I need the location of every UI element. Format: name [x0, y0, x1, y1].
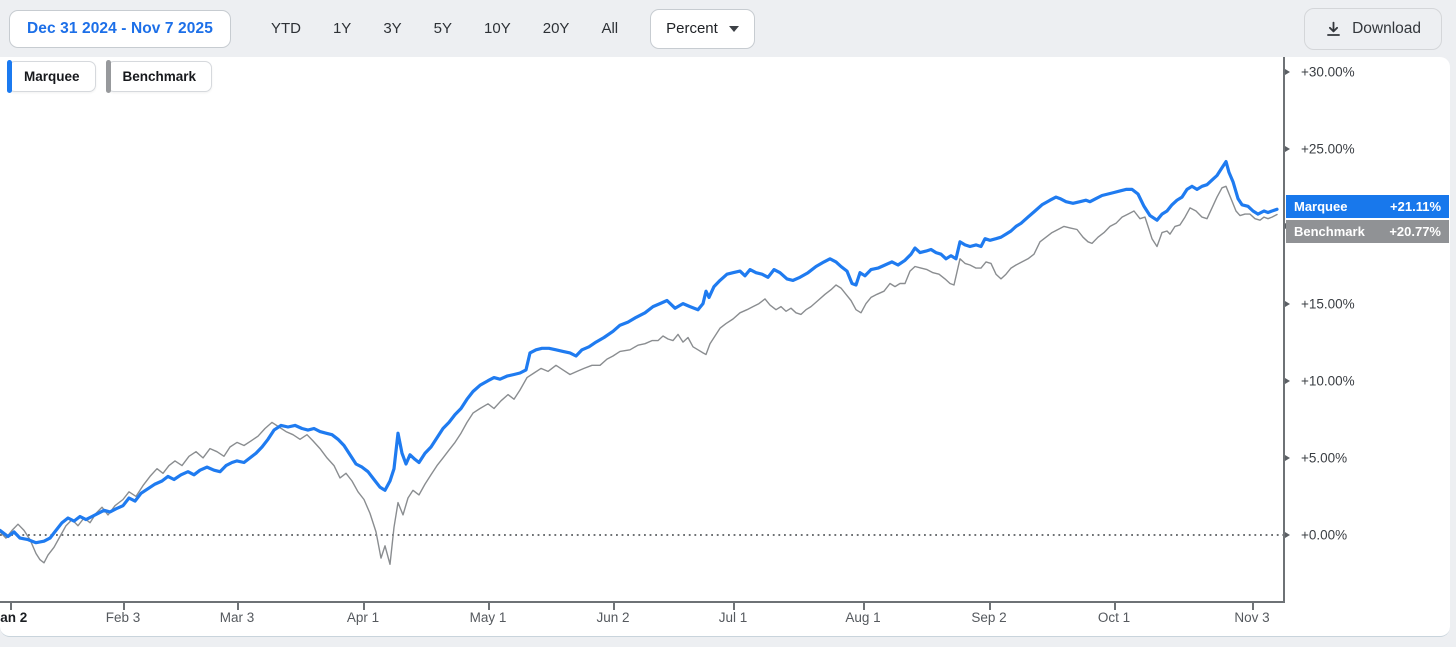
chart-plot-area[interactable]	[0, 57, 1283, 602]
x-tick-label: Sep 2	[971, 610, 1007, 625]
x-tick-label: May 1	[469, 610, 507, 625]
y-tick-icon	[1285, 69, 1290, 76]
legend-color-bar	[105, 60, 111, 93]
tag-series-value: +20.77%	[1389, 224, 1441, 240]
download-label: Download	[1352, 20, 1421, 37]
x-tick-label: Nov 3	[1234, 610, 1270, 625]
marquee-value-tag: Marquee +21.11%	[1286, 195, 1449, 219]
period-button-1y[interactable]: 1Y	[331, 16, 353, 41]
legend-chip-marquee[interactable]: Marquee	[7, 60, 96, 93]
download-button[interactable]: Download	[1304, 8, 1442, 50]
x-tick-mark	[733, 603, 735, 610]
period-button-10y[interactable]: 10Y	[482, 16, 513, 41]
x-tick-mark	[1114, 603, 1116, 610]
tag-series-name: Benchmark	[1294, 224, 1365, 240]
period-button-5y[interactable]: 5Y	[432, 16, 454, 41]
y-tick-label: +10.00%	[1301, 373, 1355, 389]
legend: Marquee Benchmark	[7, 60, 213, 93]
x-tick-label: Oct 1	[1097, 610, 1131, 625]
x-tick-mark	[989, 603, 991, 610]
unit-dropdown-label: Percent	[666, 20, 718, 37]
benchmark-line	[0, 185, 1278, 565]
x-tick-mark	[613, 603, 615, 610]
y-tick-label: +15.00%	[1301, 296, 1355, 312]
y-tick-icon	[1285, 146, 1290, 153]
y-tick-icon	[1285, 377, 1290, 384]
x-tick-mark	[10, 603, 12, 610]
x-tick-label: Jul 1	[718, 610, 748, 625]
period-buttons: YTD 1Y 3Y 5Y 10Y 20Y All	[269, 16, 620, 41]
tag-series-name: Marquee	[1294, 199, 1348, 215]
unit-dropdown[interactable]: Percent	[650, 8, 755, 49]
chevron-down-icon	[728, 25, 739, 32]
marquee-line	[0, 159, 1279, 545]
x-tick-mark	[237, 603, 239, 610]
period-button-20y[interactable]: 20Y	[541, 16, 572, 41]
x-tick-mark	[863, 603, 865, 610]
legend-chip-benchmark[interactable]: Benchmark	[105, 60, 213, 93]
legend-label: Benchmark	[122, 69, 197, 84]
legend-color-bar	[7, 60, 12, 93]
legend-label: Marquee	[24, 69, 80, 84]
y-tick-icon	[1285, 532, 1290, 538]
x-tick-mark	[363, 603, 365, 610]
chart-toolbar: Dec 31 2024 - Nov 7 2025 YTD 1Y 3Y 5Y 10Y 20Y…	[0, 0, 1456, 57]
y-tick-icon	[1285, 300, 1290, 307]
x-tick-mark	[1252, 603, 1254, 610]
benchmark-value-tag: Benchmark +20.77%	[1286, 220, 1449, 244]
x-tick-mark	[488, 603, 490, 610]
chart-card: +30.00%+25.00%+20.00%+15.00%+10.00%+5.00…	[0, 57, 1450, 637]
y-tick-icon	[1285, 454, 1290, 461]
y-tick-label: +25.00%	[1301, 141, 1355, 157]
y-tick-label: +0.00%	[1301, 527, 1348, 543]
y-axis-line	[1283, 57, 1285, 602]
x-tick-label: Jan 2	[0, 610, 28, 625]
x-tick-label: Aug 1	[845, 610, 881, 625]
period-button-3y[interactable]: 3Y	[381, 16, 403, 41]
x-axis-line	[0, 601, 1285, 603]
period-button-ytd[interactable]: YTD	[269, 16, 303, 41]
x-tick-label: Feb 3	[105, 610, 141, 625]
download-icon	[1327, 21, 1340, 36]
x-tick-label: Jun 2	[596, 610, 630, 625]
y-tick-label: +30.00%	[1301, 64, 1355, 80]
x-tick-label: Mar 3	[219, 610, 255, 625]
tag-series-value: +21.11%	[1390, 199, 1441, 215]
date-range-button[interactable]: Dec 31 2024 - Nov 7 2025	[9, 9, 231, 48]
x-tick-label: Apr 1	[346, 610, 380, 625]
x-tick-mark	[123, 603, 125, 610]
period-button-all[interactable]: All	[599, 16, 620, 41]
y-tick-label: +5.00%	[1301, 450, 1348, 466]
